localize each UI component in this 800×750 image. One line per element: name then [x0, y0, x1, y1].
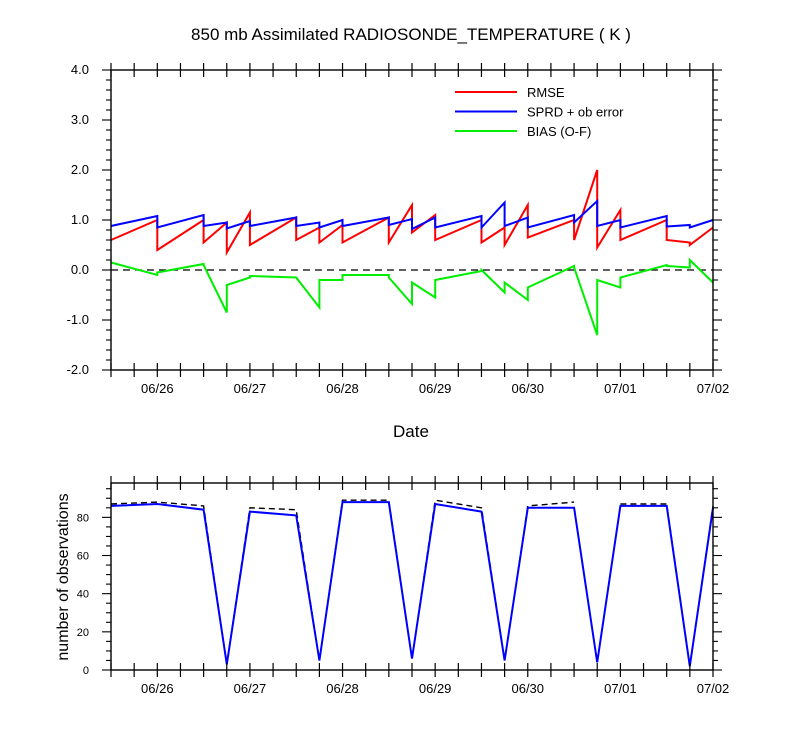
x-tick-label: 06/30: [511, 681, 544, 696]
legend-label: RMSE: [527, 85, 565, 100]
y-tick-label: 80: [77, 512, 89, 524]
legend-label: BIAS (O-F): [527, 124, 591, 139]
series-line-dashed-0: [110, 499, 714, 667]
series-line-solid-1: [110, 501, 714, 667]
x-tick-label: 06/28: [326, 381, 359, 396]
x-tick-label: 06/26: [141, 681, 174, 696]
series-line-sprd-ob-error: [110, 198, 714, 231]
chart-title: 850 mb Assimilated RADIOSONDE_TEMPERATUR…: [191, 25, 631, 44]
x-tick-label: 07/01: [604, 381, 637, 396]
legend-label: SPRD + ob error: [527, 105, 624, 120]
y-tick-label: 3.0: [71, 112, 89, 127]
plot-frame: [110, 482, 714, 671]
y-tick-label: -1.0: [67, 312, 89, 327]
x-tick-label: 07/02: [697, 681, 730, 696]
x-tick-label: 06/26: [141, 381, 174, 396]
series-line-rmse: [110, 169, 714, 257]
x-tick-label: 07/01: [604, 681, 637, 696]
bottom-y-axis-label: number of observations: [55, 493, 72, 660]
x-tick-label: 06/29: [419, 681, 452, 696]
x-tick-label: 07/02: [697, 381, 730, 396]
y-tick-label: 40: [77, 589, 89, 601]
y-tick-label: 0: [83, 665, 89, 677]
bottom-chart: 06/26 06/27 06/28 06/29 06/30 07/01 07/02 0 20 40…: [77, 476, 730, 696]
y-tick-label: -2.0: [67, 362, 89, 377]
x-tick-label: 06/30: [511, 381, 544, 396]
x-tick-label: 06/28: [326, 681, 359, 696]
y-tick-label: 20: [77, 627, 89, 639]
y-tick-label: 2.0: [71, 162, 89, 177]
y-tick-label: 1.0: [71, 212, 89, 227]
x-tick-label: 06/29: [419, 381, 452, 396]
y-tick-label: 4.0: [71, 62, 89, 77]
x-tick-label: 06/27: [234, 381, 267, 396]
top-chart: 06/26 06/27 06/28 06/29 06/30 07/01 07/02 -2.0 -…: [67, 62, 730, 396]
y-tick-label: 0.0: [71, 262, 89, 277]
series-line-bias-o-f: [110, 257, 714, 336]
top-x-axis-label: Date: [393, 422, 429, 441]
y-tick-label: 60: [77, 551, 89, 563]
x-tick-label: 06/27: [234, 681, 267, 696]
